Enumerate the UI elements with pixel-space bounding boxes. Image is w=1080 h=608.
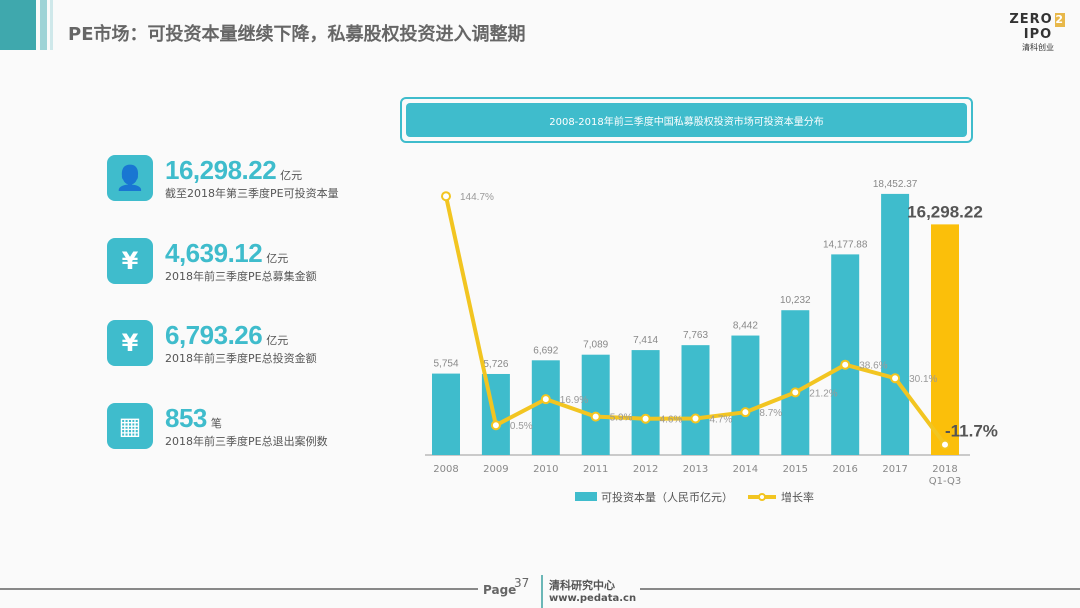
yen-icon: ¥ <box>107 320 153 366</box>
x-tick-label: 2013 <box>683 464 708 475</box>
growth-label: 38.6% <box>859 361 887 372</box>
bar <box>831 254 860 455</box>
x-tick-label: 2012 <box>633 464 658 475</box>
footer-divider <box>640 588 1080 590</box>
bar-label: 7,089 <box>583 340 608 351</box>
footer-org: 清科研究中心 <box>549 579 615 592</box>
logo-subtitle: 清科创业 <box>1022 43 1054 52</box>
page-number: 37 <box>514 576 530 590</box>
bar-label: 16,298.22 <box>907 202 983 221</box>
bar <box>731 335 760 455</box>
legend-line-label: 增长率 <box>781 490 814 504</box>
kpi-unit: 亿元 <box>266 333 289 347</box>
bar-label: 5,754 <box>433 359 458 370</box>
growth-label: 0.5% <box>510 421 533 432</box>
bar <box>581 354 610 455</box>
bar <box>432 373 460 455</box>
page-title: PE市场：可投资本量继续下降，私募股权投资进入调整期 <box>68 24 526 45</box>
bar <box>881 193 910 455</box>
bar-label: 18,452.37 <box>873 179 918 190</box>
growth-point <box>840 359 851 370</box>
growth-label: 4.7% <box>710 415 733 426</box>
kpi-description: 2018年前三季度PE总募集金额 <box>165 269 317 283</box>
bar-label: 7,763 <box>683 330 708 341</box>
x-tick-label: 2010 <box>533 464 558 475</box>
growth-label: 30.1% <box>909 374 937 385</box>
growth-point <box>790 387 801 398</box>
bar <box>531 360 560 455</box>
bar-label: 7,414 <box>633 335 658 346</box>
kpi-value: 853 <box>165 402 207 433</box>
kpi-value: 16,298.22 <box>165 154 277 185</box>
x-tick-label: 2014 <box>733 464 758 475</box>
kpi-item: ▦ 853 笔 2018年前三季度PE总退出案例数 <box>107 403 328 449</box>
x-tick-label: 2009 <box>483 464 508 475</box>
kpi-description: 2018年前三季度PE总投资金额 <box>165 351 317 365</box>
bar-label: 14,177.88 <box>823 239 868 250</box>
chart-title-box: 2008-2018年前三季度中国私募股权投资市场可投资本量分布 <box>400 97 973 143</box>
kpi-description: 截至2018年第三季度PE可投资本量 <box>165 186 339 200</box>
x-tick-label: 2008 <box>433 464 458 475</box>
kpi-unit: 笔 <box>210 416 222 430</box>
kpi-description: 2018年前三季度PE总退出案例数 <box>165 434 328 448</box>
growth-point <box>540 394 551 405</box>
legend-bar-label: 可投资本量（人民币亿元） <box>601 490 733 504</box>
money-bag-icon: ¥ <box>107 238 153 284</box>
growth-point <box>940 439 950 450</box>
header-accent <box>40 0 47 50</box>
growth-label: 8.7% <box>759 408 782 419</box>
x-tick-label: 2017 <box>882 464 907 475</box>
grid-icon: ▦ <box>107 403 153 449</box>
kpi-value: 4,639.12 <box>165 237 263 268</box>
growth-point <box>490 420 501 431</box>
footer-divider <box>0 588 478 590</box>
bar-label: 8,442 <box>733 321 758 332</box>
bar <box>931 224 959 455</box>
kpi-unit: 亿元 <box>280 168 303 182</box>
logo: ZERO 2IPO 清科创业 <box>996 12 1080 53</box>
growth-label: 16.9% <box>560 395 588 406</box>
growth-point <box>640 413 651 424</box>
growth-point <box>890 373 901 384</box>
kpi-item: ¥ 6,793.26 亿元 2018年前三季度PE总投资金额 <box>107 320 317 366</box>
x-tick-label: 2011 <box>583 464 608 475</box>
growth-label: 21.2% <box>809 388 837 399</box>
growth-point <box>690 413 701 424</box>
page-label: Page <box>483 583 517 597</box>
chart-title: 2008-2018年前三季度中国私募股权投资市场可投资本量分布 <box>406 103 967 137</box>
growth-label: 144.7% <box>460 192 494 203</box>
header-accent <box>0 0 36 50</box>
growth-point <box>590 411 601 422</box>
growth-point <box>740 407 751 418</box>
growth-label: -11.7% <box>945 422 998 441</box>
legend-bar-swatch <box>575 492 597 501</box>
kpi-value: 6,793.26 <box>165 319 263 350</box>
growth-point <box>441 191 451 202</box>
kpi-unit: 亿元 <box>266 251 289 265</box>
bar-label: 5,726 <box>483 359 508 370</box>
bar-label: 10,232 <box>780 295 811 306</box>
legend-line-marker <box>758 493 766 501</box>
x-tick-label: 2015 <box>783 464 808 475</box>
footer-url: www.pedata.cn <box>549 593 637 604</box>
bar-label: 6,692 <box>533 345 558 356</box>
x-tick-label: 2018 <box>932 464 957 475</box>
growth-label: 5.9% <box>610 413 633 424</box>
header-accent <box>50 0 53 50</box>
bar <box>781 310 810 455</box>
kpi-item: 👤 16,298.22 亿元 截至2018年第三季度PE可投资本量 <box>107 155 339 201</box>
bar <box>681 345 710 455</box>
footer-separator <box>541 575 543 608</box>
growth-label: 4.6% <box>660 415 683 426</box>
kpi-item: ¥ 4,639.12 亿元 2018年前三季度PE总募集金额 <box>107 238 317 284</box>
x-tick-label: 2016 <box>832 464 857 475</box>
bar <box>631 350 660 455</box>
person-icon: 👤 <box>107 155 153 201</box>
x-tick-sublabel: Q1-Q3 <box>929 476 961 487</box>
